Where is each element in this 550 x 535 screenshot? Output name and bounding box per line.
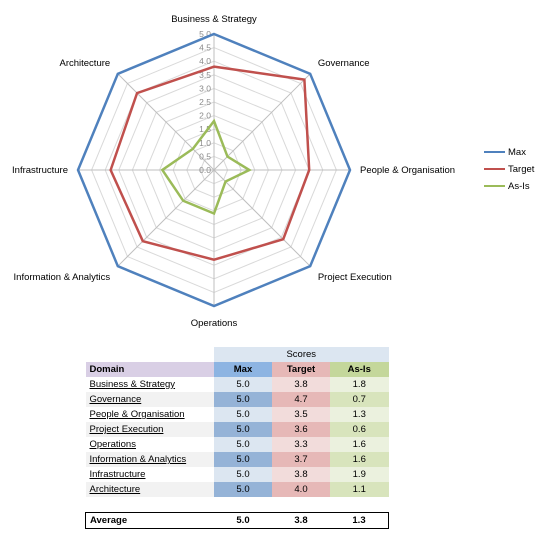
scores-table: Scores Domain Max Target As-Is Business … [85, 347, 389, 529]
average-label: Average [85, 512, 214, 529]
cell-max: 5.0 [214, 377, 272, 392]
series-line [160, 118, 252, 216]
table-row: Business & Strategy 5.0 3.8 1.8 [85, 377, 389, 392]
domain-link[interactable]: Information & Analytics [89, 454, 187, 465]
cell-target: 3.5 [272, 407, 330, 422]
column-header-asis: As-Is [330, 362, 389, 377]
cell-asis: 1.1 [330, 482, 389, 497]
cell-target: 4.7 [272, 392, 330, 407]
tick-label: 5.0 [199, 29, 211, 39]
legend-label: Max [508, 147, 526, 158]
axis-label: Operations [191, 318, 238, 329]
cell-max: 5.0 [214, 482, 272, 497]
table-row: Project Execution 5.0 3.6 0.6 [85, 422, 389, 437]
table-row: Infrastructure 5.0 3.8 1.9 [85, 467, 389, 482]
cell-max: 5.0 [214, 452, 272, 467]
cell-asis: 1.8 [330, 377, 389, 392]
axis-label: Project Execution [318, 272, 392, 283]
radar-chart: 0.0 0.5 1.0 1.5 2.0 2.5 3.0 3.5 4.0 4.5 5.0 Busine… [12, 14, 535, 329]
axis-label: Architecture [59, 58, 110, 69]
axis-spoke [213, 169, 311, 267]
axis-labels: Business & Strategy Governance People & Or… [12, 14, 455, 329]
domain-link[interactable]: People & Organisation [89, 409, 185, 420]
cell-asis: 0.7 [330, 392, 389, 407]
table-row: Information & Analytics 5.0 3.7 1.6 [85, 452, 389, 467]
average-asis: 1.3 [330, 512, 389, 529]
cell-asis: 1.3 [330, 407, 389, 422]
average-max: 5.0 [214, 512, 272, 529]
average-row: Average 5.0 3.8 1.3 [85, 512, 389, 529]
cell-max: 5.0 [214, 422, 272, 437]
cell-target: 3.3 [272, 437, 330, 452]
cell-max: 5.0 [214, 407, 272, 422]
cell-target: 4.0 [272, 482, 330, 497]
cell-asis: 1.9 [330, 467, 389, 482]
tick-label: 0.0 [199, 165, 211, 175]
tick-label: 2.0 [199, 111, 211, 121]
radar-series [76, 32, 352, 308]
table-row: Governance 5.0 4.7 0.7 [85, 392, 389, 407]
tick-label: 3.0 [199, 83, 211, 93]
cell-target: 3.8 [272, 377, 330, 392]
axis-label: Infrastructure [12, 165, 68, 176]
axis-label: People & Organisation [360, 165, 455, 176]
chart-legend: Max Target As-Is [484, 147, 535, 192]
cell-asis: 0.6 [330, 422, 389, 437]
tick-label: 1.0 [199, 138, 211, 148]
tick-label: 4.0 [199, 56, 211, 66]
domain-link[interactable]: Infrastructure [89, 469, 146, 480]
domain-link[interactable]: Business & Strategy [89, 379, 176, 390]
legend-label: As-Is [508, 181, 530, 192]
tick-label: 1.5 [199, 124, 211, 134]
domain-link[interactable]: Architecture [89, 484, 141, 495]
average-target: 3.8 [272, 512, 330, 529]
table-row: Architecture 5.0 4.0 1.1 [85, 482, 389, 497]
table-row: People & Organisation 5.0 3.5 1.3 [85, 407, 389, 422]
cell-target: 3.7 [272, 452, 330, 467]
axis-spoke [213, 73, 311, 171]
radial-ticks: 0.0 0.5 1.0 1.5 2.0 2.5 3.0 3.5 4.0 4.5 5.0 [199, 29, 211, 175]
table-body: Business & Strategy 5.0 3.8 1.8 Governance 5.… [85, 377, 389, 497]
column-header-target: Target [272, 362, 330, 377]
tick-label: 4.5 [199, 43, 211, 53]
domain-link[interactable]: Operations [89, 439, 136, 450]
cell-max: 5.0 [214, 437, 272, 452]
cell-asis: 1.6 [330, 437, 389, 452]
axis-label: Governance [318, 58, 370, 69]
tick-label: 0.5 [199, 151, 211, 161]
tick-label: 2.5 [199, 97, 211, 107]
cell-max: 5.0 [214, 467, 272, 482]
series-line [76, 32, 352, 308]
cell-asis: 1.6 [330, 452, 389, 467]
cell-target: 3.6 [272, 422, 330, 437]
cell-max: 5.0 [214, 392, 272, 407]
axis-label: Business & Strategy [171, 14, 257, 25]
axis-label: Information & Analytics [14, 272, 111, 283]
table-row: Operations 5.0 3.3 1.6 [85, 437, 389, 452]
domain-link[interactable]: Governance [89, 394, 142, 405]
scores-group-header: Scores [214, 347, 389, 362]
column-header-domain: Domain [85, 362, 214, 377]
tick-label: 3.5 [199, 70, 211, 80]
cell-target: 3.8 [272, 467, 330, 482]
column-header-row: Domain Max Target As-Is [85, 362, 389, 377]
scores-group-header-row: Scores [86, 347, 389, 362]
axis-spoke [117, 73, 215, 171]
series-line [109, 65, 311, 262]
column-header-max: Max [214, 362, 272, 377]
axis-spoke [117, 169, 215, 267]
legend-label: Target [508, 164, 535, 175]
domain-link[interactable]: Project Execution [89, 424, 164, 435]
